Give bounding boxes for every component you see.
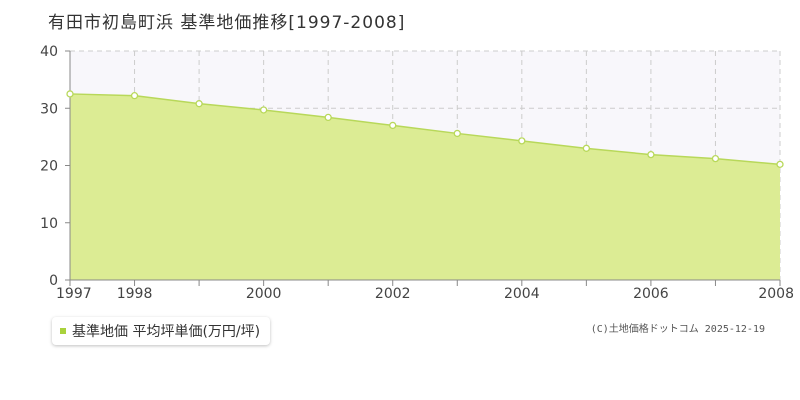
y-tick-label: 10 — [40, 216, 58, 232]
data-point — [195, 100, 203, 108]
x-tick-label: 1998 — [117, 286, 153, 302]
x-tick-label: 2006 — [633, 286, 669, 302]
data-point — [647, 150, 655, 159]
credit-text: (C)土地価格ドットコム 2025-12-19 — [590, 324, 765, 335]
x-tick-labels: 1997 1998 2000 2002 2004 2006 2008 — [56, 286, 794, 302]
data-point — [66, 90, 74, 98]
x-tick-label: 2004 — [504, 286, 540, 302]
chart-title: 有田市初島町浜 基準地価推移[1997-2008] — [48, 13, 406, 33]
legend: 基準地価 平均坪単価(万円/坪) — [52, 317, 271, 345]
data-point — [711, 154, 720, 163]
data-point — [776, 160, 784, 169]
y-tick-labels: 0 10 20 30 40 — [40, 44, 58, 289]
x-tick-label: 2002 — [375, 286, 411, 302]
x-tick-label: 2008 — [758, 286, 794, 302]
data-area — [69, 93, 781, 280]
data-point — [130, 92, 139, 100]
x-tick-label: 2000 — [246, 286, 282, 302]
data-point — [259, 106, 268, 114]
y-tick-label: 0 — [49, 273, 58, 289]
data-point — [453, 129, 461, 138]
data-point — [518, 137, 526, 145]
series-line — [69, 93, 781, 166]
legend-swatch — [60, 328, 66, 334]
y-tick-label: 40 — [40, 44, 58, 60]
legend-label: 基準地価 平均坪単価(万円/坪) — [72, 324, 261, 340]
data-markers — [66, 90, 784, 169]
x-tick-label: 1997 — [56, 286, 92, 302]
data-point — [582, 144, 591, 152]
axes — [65, 50, 781, 286]
y-tick-label: 20 — [40, 159, 58, 175]
data-point — [324, 113, 332, 122]
data-point — [389, 121, 397, 130]
y-tick-label: 30 — [40, 101, 58, 117]
series-area — [70, 93, 780, 280]
